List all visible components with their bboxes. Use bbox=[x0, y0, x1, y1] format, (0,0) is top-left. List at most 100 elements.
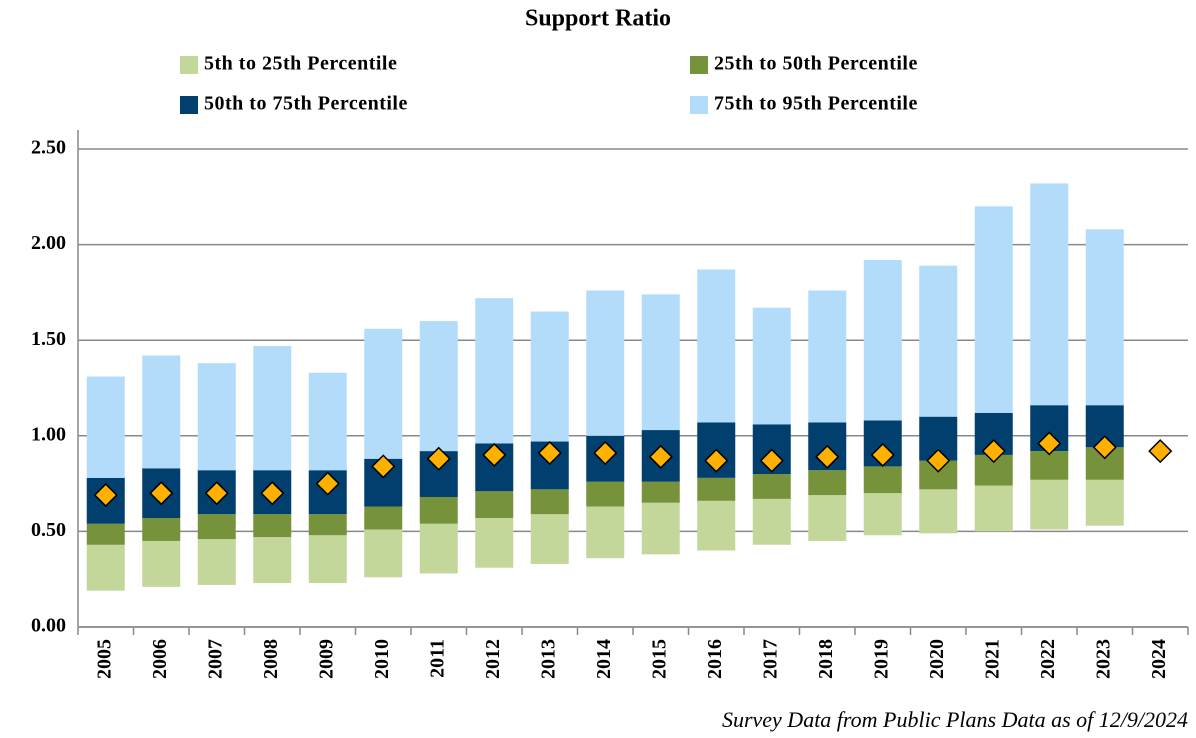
y-tick-label: 2.50 bbox=[31, 137, 66, 159]
bar-segment bbox=[697, 477, 736, 501]
bar-segment bbox=[308, 535, 347, 584]
bar-base bbox=[642, 554, 680, 627]
bar-base bbox=[919, 533, 957, 627]
bar-base bbox=[753, 545, 791, 627]
legend-label: 75th to 95th Percentile bbox=[714, 93, 918, 115]
bar-base bbox=[697, 551, 735, 627]
bar-segment bbox=[1030, 479, 1069, 530]
y-tick-label: 1.00 bbox=[31, 423, 66, 445]
bar-segment bbox=[530, 311, 569, 442]
bar-segment bbox=[475, 518, 514, 568]
bar-segment bbox=[919, 265, 958, 417]
bar-segment bbox=[1030, 451, 1069, 480]
x-tick-label: 2007 bbox=[204, 639, 226, 679]
x-tick-label: 2009 bbox=[315, 639, 337, 679]
bar-segment bbox=[641, 481, 680, 503]
median-marker bbox=[870, 442, 895, 467]
bar-base bbox=[142, 587, 180, 627]
bar-segment bbox=[364, 529, 403, 578]
bar-base bbox=[364, 577, 402, 627]
bar-base bbox=[420, 573, 458, 627]
bar-segment bbox=[308, 514, 347, 536]
legend-swatch bbox=[180, 96, 198, 114]
bar-segment bbox=[752, 474, 791, 499]
bar-segment bbox=[419, 321, 458, 452]
bar-segment bbox=[752, 498, 791, 545]
median-marker bbox=[759, 448, 784, 473]
bar-segment bbox=[253, 345, 292, 471]
x-tick-label: 2022 bbox=[1037, 639, 1059, 679]
x-tick-label: 2020 bbox=[926, 639, 948, 679]
bar-segment bbox=[863, 493, 902, 536]
x-tick-label: 2015 bbox=[648, 639, 670, 679]
legend-label: 5th to 25th Percentile bbox=[204, 53, 397, 75]
bar-segment bbox=[919, 489, 958, 534]
x-tick-label: 2021 bbox=[981, 639, 1003, 679]
x-tick-label: 2024 bbox=[1148, 639, 1170, 679]
bar-segment bbox=[586, 506, 625, 559]
x-tick-label: 2014 bbox=[593, 639, 615, 679]
chart-title: Support Ratio bbox=[525, 6, 671, 32]
bar-segment bbox=[86, 376, 125, 478]
median-marker bbox=[704, 448, 729, 473]
bar-base bbox=[975, 531, 1013, 627]
bar-segment bbox=[641, 502, 680, 555]
bar-base bbox=[475, 568, 513, 627]
bar-segment bbox=[808, 495, 847, 541]
legend-label: 50th to 75th Percentile bbox=[204, 93, 408, 115]
x-tick-label: 2012 bbox=[482, 639, 504, 679]
bar-segment bbox=[808, 470, 847, 496]
median-marker bbox=[260, 481, 285, 506]
median-marker bbox=[149, 481, 174, 506]
bar-segment bbox=[253, 514, 292, 538]
bar-segment bbox=[863, 466, 902, 494]
bar-segment bbox=[530, 489, 569, 515]
x-tick-label: 2023 bbox=[1092, 639, 1114, 679]
bar-segment bbox=[586, 290, 625, 436]
x-tick-label: 2005 bbox=[93, 639, 115, 679]
x-tick-label: 2010 bbox=[371, 639, 393, 679]
median-marker bbox=[593, 440, 618, 466]
bar-segment bbox=[253, 537, 292, 584]
x-tick-label: 2011 bbox=[426, 639, 448, 678]
x-tick-label: 2018 bbox=[815, 639, 837, 679]
bar-segment bbox=[308, 372, 347, 471]
bar-segment bbox=[142, 540, 181, 587]
bar-segment bbox=[808, 290, 847, 423]
bar-segment bbox=[475, 491, 514, 519]
x-tick-label: 2013 bbox=[537, 639, 559, 679]
median-marker bbox=[371, 454, 396, 479]
bar-base bbox=[864, 535, 902, 627]
bar-base bbox=[808, 541, 846, 627]
bar-segment bbox=[197, 514, 236, 540]
median-marker bbox=[648, 444, 673, 469]
bar-segment bbox=[697, 269, 736, 423]
median-marker bbox=[926, 448, 951, 473]
footnote: Survey Data from Public Plans Data as of… bbox=[722, 707, 1188, 732]
bar-segment bbox=[1085, 229, 1124, 406]
bar-segment bbox=[974, 206, 1013, 413]
median-marker bbox=[204, 481, 229, 506]
median-marker bbox=[426, 446, 451, 471]
bar-base bbox=[198, 585, 236, 627]
median-marker bbox=[482, 442, 507, 467]
bar-segment bbox=[86, 523, 125, 545]
bar-segment bbox=[974, 485, 1013, 532]
bar-segment bbox=[530, 514, 569, 564]
bar-segment bbox=[142, 518, 181, 541]
median-marker bbox=[1092, 435, 1117, 460]
x-tick-label: 2019 bbox=[870, 639, 892, 679]
median-marker bbox=[537, 440, 562, 466]
median-marker bbox=[815, 444, 840, 469]
legend-swatch bbox=[690, 96, 708, 114]
bar-segment bbox=[419, 496, 458, 524]
bar-segment bbox=[197, 363, 236, 471]
bar-segment bbox=[1030, 183, 1069, 406]
bar-base bbox=[586, 558, 624, 627]
legend-swatch bbox=[180, 56, 198, 74]
legend-label: 25th to 50th Percentile bbox=[714, 53, 918, 75]
bar-segment bbox=[364, 506, 403, 530]
y-tick-label: 0.00 bbox=[31, 615, 66, 637]
bar-segment bbox=[86, 544, 125, 591]
median-marker bbox=[981, 439, 1006, 464]
